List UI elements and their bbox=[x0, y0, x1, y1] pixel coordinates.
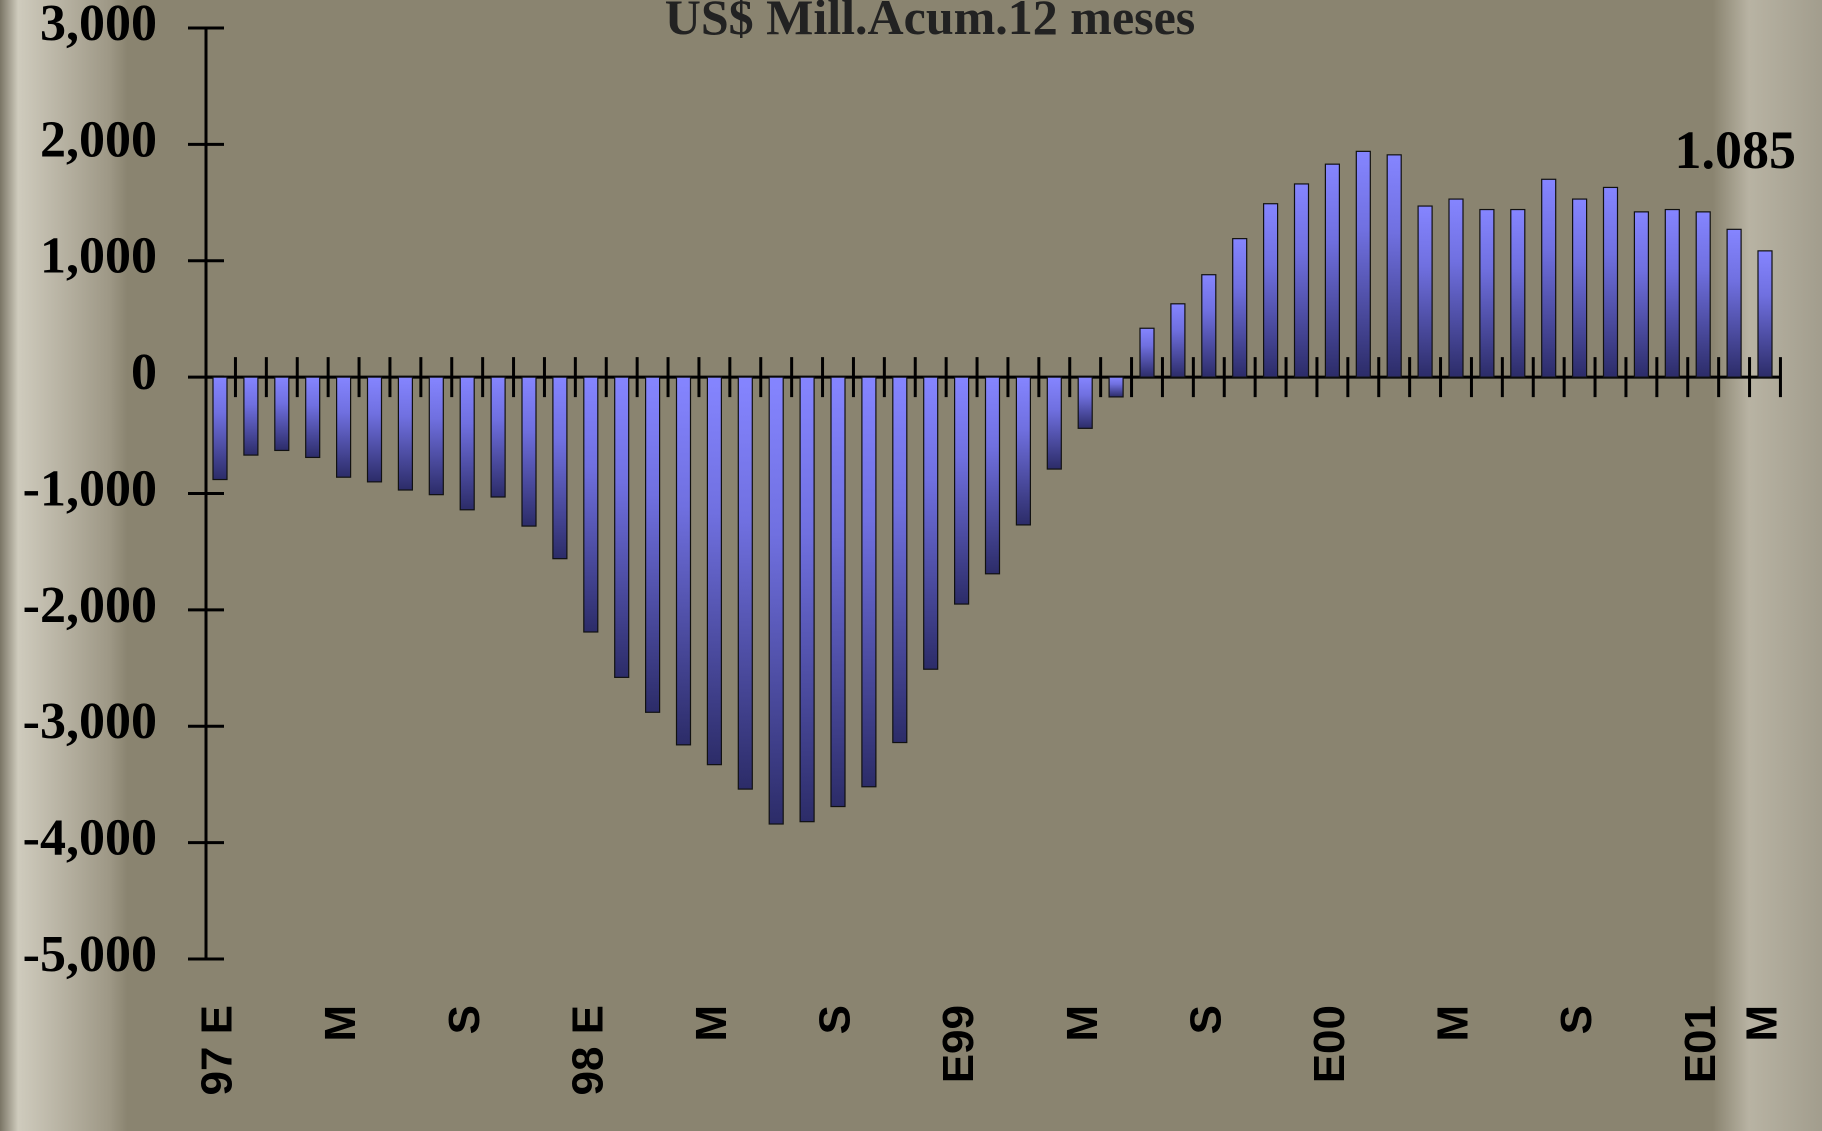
x-tick-label: M bbox=[687, 1005, 736, 1042]
bar bbox=[984, 376, 1001, 575]
bar bbox=[1139, 327, 1155, 378]
bar bbox=[1077, 376, 1093, 429]
y-tick-label: -5,000 bbox=[23, 926, 157, 983]
bar bbox=[397, 376, 413, 491]
y-tick-label: -4,000 bbox=[23, 810, 157, 867]
x-tick-label: S bbox=[440, 1005, 489, 1034]
y-tick-label: 0 bbox=[131, 344, 157, 401]
bar bbox=[274, 376, 290, 452]
bar bbox=[1015, 376, 1032, 526]
y-tick-label: 1,000 bbox=[40, 228, 157, 285]
bar bbox=[1201, 274, 1217, 378]
bar bbox=[1386, 154, 1402, 378]
bar bbox=[1664, 208, 1680, 378]
x-tick-label: S bbox=[1552, 1005, 1601, 1034]
bar bbox=[923, 376, 939, 670]
bar bbox=[1355, 150, 1371, 378]
y-tick-label: -2,000 bbox=[23, 577, 157, 634]
y-tick-label: -1,000 bbox=[23, 460, 157, 517]
bar bbox=[212, 376, 228, 481]
bar bbox=[521, 376, 537, 527]
value-label: 1.085 bbox=[1675, 120, 1797, 180]
x-tick-label: M bbox=[316, 1005, 365, 1042]
x-tick-label: S bbox=[811, 1005, 860, 1034]
bar bbox=[1726, 228, 1742, 378]
bar bbox=[1602, 186, 1619, 378]
y-tick-label: 3,000 bbox=[40, 0, 157, 52]
bar bbox=[1232, 238, 1248, 378]
bar bbox=[830, 376, 846, 808]
bar bbox=[336, 376, 352, 478]
bar bbox=[861, 376, 877, 788]
x-tick-label: 98 E bbox=[563, 1005, 612, 1096]
bar bbox=[428, 376, 444, 496]
bar bbox=[706, 376, 723, 766]
bar bbox=[490, 376, 506, 498]
chart-title: US$ Mill.Acum.12 meses bbox=[665, 0, 1196, 45]
bar bbox=[459, 376, 475, 511]
x-tick-label: M bbox=[1058, 1005, 1107, 1042]
bar bbox=[1510, 208, 1526, 378]
y-tick-label: -3,000 bbox=[23, 693, 157, 750]
bar bbox=[1757, 250, 1773, 378]
bar bbox=[799, 376, 815, 823]
bar bbox=[1633, 211, 1650, 378]
bar bbox=[1695, 211, 1711, 378]
bar bbox=[1448, 198, 1464, 378]
bar bbox=[243, 376, 259, 456]
bar bbox=[1324, 163, 1341, 378]
bar bbox=[1541, 178, 1557, 378]
bar bbox=[583, 376, 599, 633]
bar bbox=[768, 376, 784, 825]
bar bbox=[1479, 208, 1495, 378]
bar bbox=[675, 376, 692, 746]
x-tick-label: S bbox=[1181, 1005, 1230, 1034]
bar bbox=[1262, 203, 1279, 378]
bar bbox=[305, 376, 321, 459]
bar bbox=[552, 376, 568, 560]
x-tick-label: E99 bbox=[934, 1005, 983, 1083]
bar bbox=[644, 376, 661, 713]
bar bbox=[953, 376, 970, 605]
bar bbox=[892, 376, 908, 744]
x-tick-label: E01 bbox=[1676, 1005, 1725, 1083]
x-tick-label: M bbox=[1429, 1005, 1478, 1042]
bar bbox=[1170, 303, 1186, 378]
bar bbox=[366, 376, 383, 483]
bar bbox=[1293, 183, 1310, 378]
bar bbox=[1417, 205, 1433, 378]
x-tick-label: M bbox=[1738, 1005, 1787, 1042]
x-tick-label: 97 E bbox=[193, 1005, 242, 1096]
bar bbox=[1571, 198, 1588, 378]
bar bbox=[737, 376, 753, 790]
bar bbox=[1108, 376, 1124, 398]
bar bbox=[1046, 376, 1062, 470]
x-tick-label: E00 bbox=[1305, 1005, 1354, 1083]
y-tick-label: 2,000 bbox=[40, 111, 157, 168]
bar bbox=[614, 376, 630, 678]
